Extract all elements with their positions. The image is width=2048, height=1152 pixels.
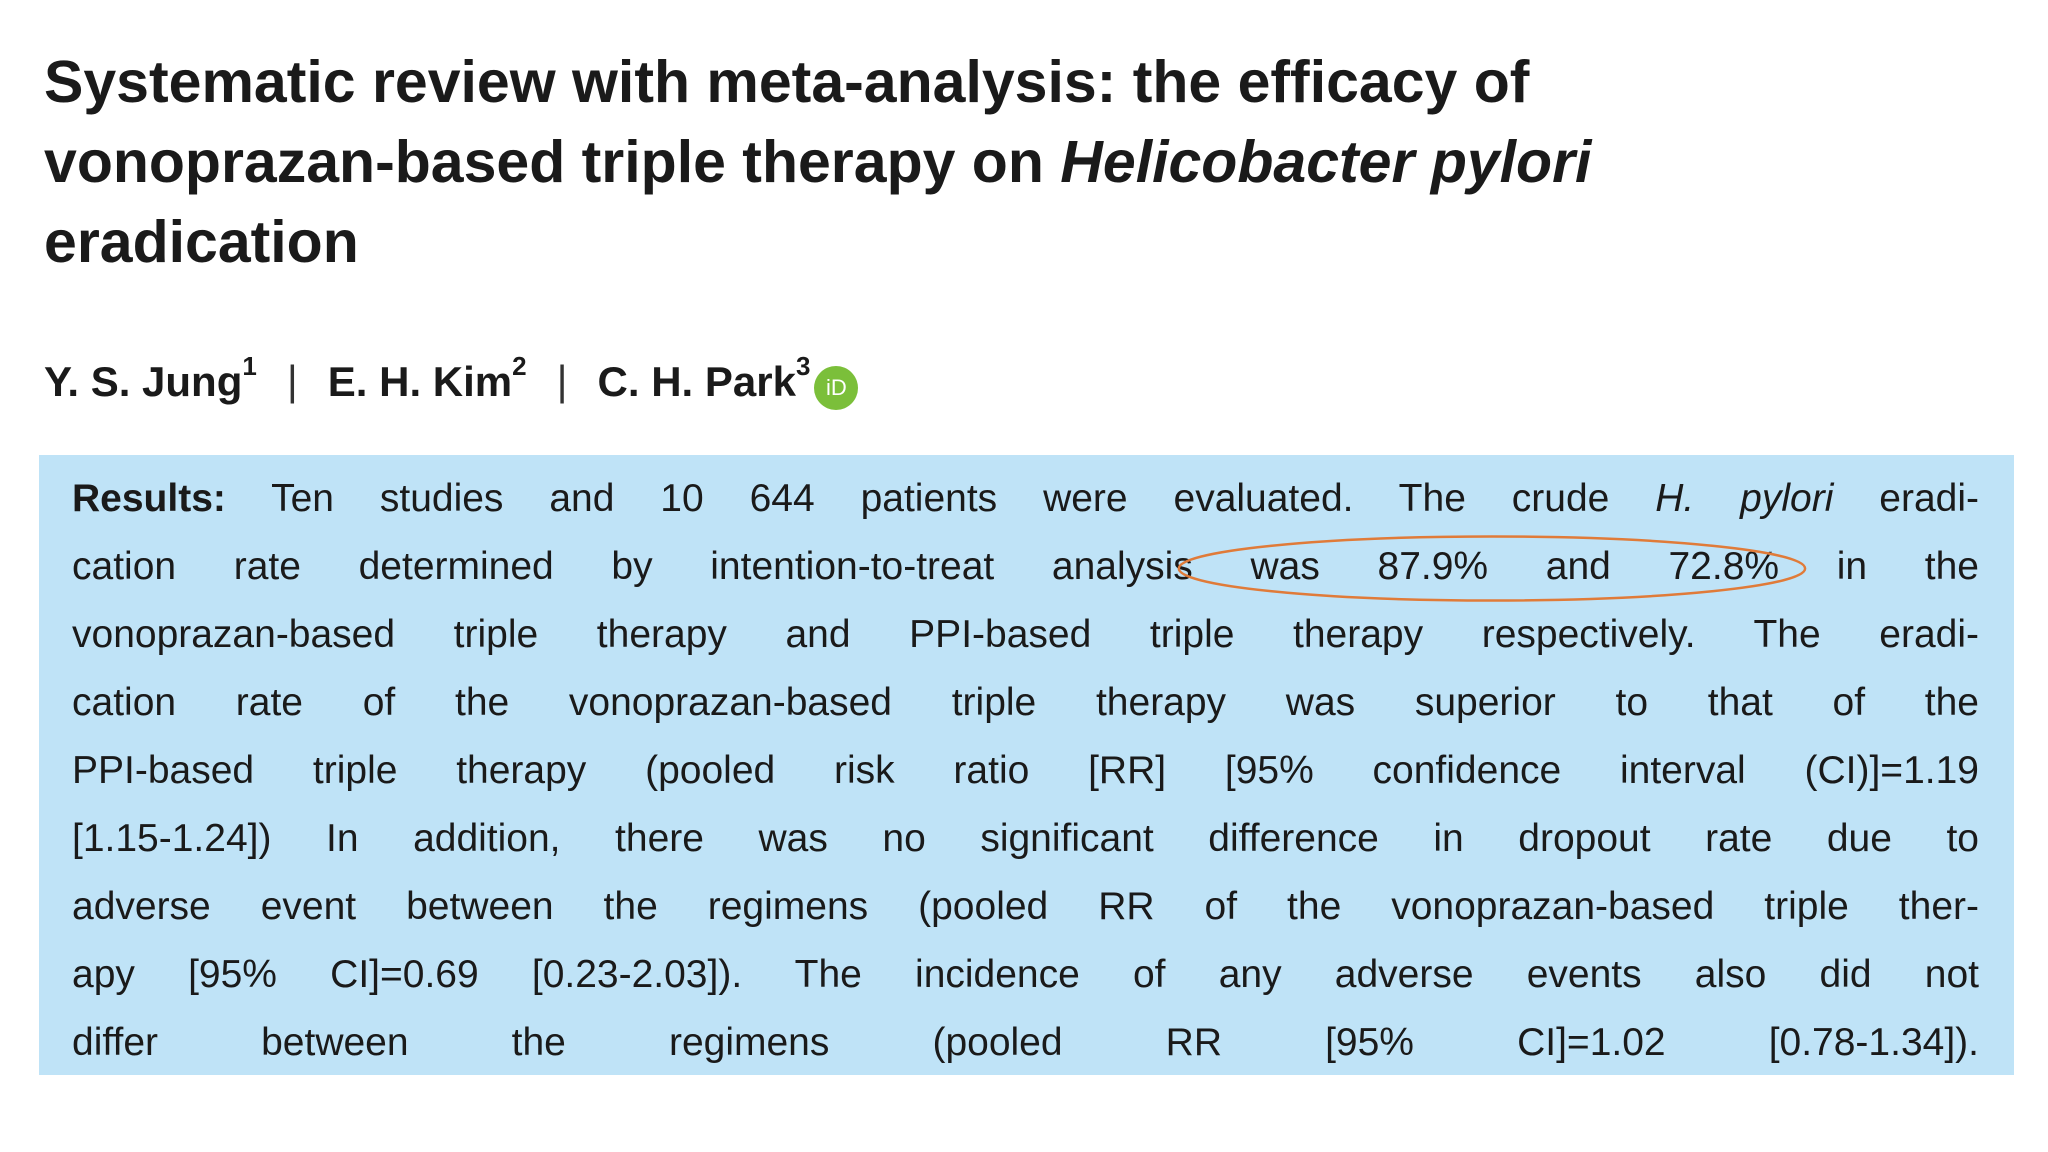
title-line: eradication — [44, 209, 359, 275]
text: eradi- — [1833, 477, 1979, 520]
text-line: adverse event between the regimens (pool… — [72, 885, 1979, 928]
title-line: Systematic review with meta-analysis: th… — [44, 49, 1530, 115]
section-label: Results: — [72, 477, 226, 520]
highlighted-text: was 87.9% and 72.8% — [1192, 545, 1780, 588]
author: E. H. Kim2 — [327, 351, 527, 406]
orcid-icon[interactable]: iD — [814, 366, 859, 410]
title-line: vonoprazan-based triple therapy on Helic… — [44, 122, 1591, 202]
separator: | — [286, 357, 298, 404]
title-italic: Helicobacter pylori — [1060, 129, 1592, 195]
author: C. H. Park3 — [597, 351, 811, 406]
text: Ten studies and 10 644 patients were eva… — [225, 477, 1656, 520]
text: in the — [1779, 545, 1979, 588]
text-line: apy [95% CI]=0.69 [0.23-2.03]). The inci… — [72, 953, 1979, 996]
text-line: cation rate of the vonoprazan-based trip… — [72, 681, 1979, 724]
affiliation: 1 — [242, 350, 257, 381]
title-text: vonoprazan-based triple therapy on — [44, 129, 1061, 195]
affiliation: 3 — [795, 350, 811, 381]
results-box: Results: Ten studies and 10 644 patients… — [39, 455, 2014, 1075]
text-line: vonoprazan-based triple therapy and PPI-… — [72, 613, 1979, 656]
paper-title: Systematic review with meta-analysis: th… — [44, 42, 1591, 282]
text-line: cation rate determined by intention-to-t… — [72, 533, 1979, 601]
text: cation rate determined by intention-to-t… — [72, 545, 1193, 588]
results-text: Results: Ten studies and 10 644 patients… — [72, 465, 1979, 1077]
separator: | — [556, 357, 568, 404]
italic-text: H. pylori — [1655, 477, 1834, 520]
text-line: differ between the regimens (pooled RR [… — [72, 1021, 1979, 1064]
author-name: C. H. Park — [597, 357, 796, 405]
author-list: Y. S. Jung1 | E. H. Kim2 | C. H. Park3 i… — [44, 351, 859, 410]
text-line: Results: Ten studies and 10 644 patients… — [72, 465, 1979, 533]
affiliation: 2 — [512, 350, 527, 381]
author-name: E. H. Kim — [327, 357, 513, 405]
text-line: [1.15-1.24]) In addition, there was no s… — [72, 817, 1979, 860]
text-line: PPI-based triple therapy (pooled risk ra… — [72, 749, 1979, 792]
author: Y. S. Jung1 — [44, 351, 257, 406]
author-name: Y. S. Jung — [44, 357, 243, 405]
